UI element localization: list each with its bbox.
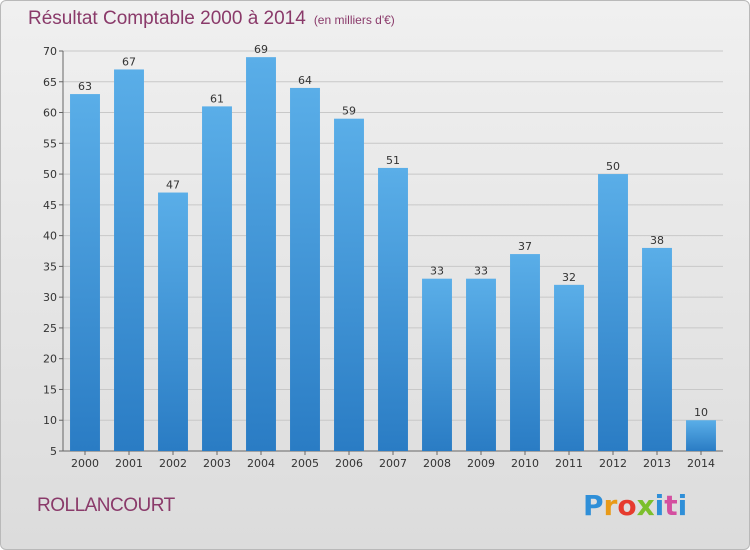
- data-label: 33: [430, 265, 444, 278]
- bar: [70, 94, 100, 452]
- x-tick-label: 2014: [687, 457, 715, 470]
- bar: [510, 254, 540, 451]
- bar: [246, 57, 276, 452]
- bar: [158, 192, 188, 452]
- bar: [202, 106, 232, 451]
- bar: [114, 69, 144, 451]
- y-tick-label: 15: [43, 383, 57, 396]
- x-tick-label: 2007: [379, 457, 407, 470]
- y-tick-label: 10: [43, 414, 57, 427]
- data-label: 10: [694, 406, 708, 419]
- bar: [686, 420, 716, 451]
- x-tick-label: 2011: [555, 457, 583, 470]
- logo-letter: i: [677, 489, 688, 522]
- x-tick-label: 2010: [511, 457, 539, 470]
- x-tick-label: 2009: [467, 457, 495, 470]
- x-tick-label: 2013: [643, 457, 671, 470]
- y-tick-label: 60: [43, 107, 57, 120]
- y-tick-label: 40: [43, 230, 57, 243]
- x-tick-label: 2005: [291, 457, 319, 470]
- data-label: 63: [78, 80, 92, 93]
- x-tick-labels: 2000 2001 2002 2003 2004 2005 2006 2007 2008 2009…: [71, 451, 715, 470]
- data-label: 67: [122, 55, 136, 68]
- bar: [422, 278, 452, 451]
- y-tick-label: 45: [43, 199, 57, 212]
- data-label: 33: [474, 265, 488, 278]
- bar: [290, 87, 320, 451]
- chart-subtitle: (en milliers d'€): [313, 13, 395, 27]
- y-tick-label: 35: [43, 260, 57, 273]
- y-tick-label: 70: [43, 45, 57, 58]
- logo-letter: o: [617, 489, 637, 522]
- data-label: 64: [298, 74, 312, 87]
- data-label: 50: [606, 160, 620, 173]
- logo-letter: t: [664, 489, 678, 522]
- y-tick-label: 65: [43, 76, 57, 89]
- data-label: 51: [386, 154, 400, 167]
- bar: [642, 247, 672, 451]
- chart-title: Résultat Comptable 2000 à 2014 (en millie…: [28, 8, 395, 30]
- logo-letter: x: [636, 489, 655, 522]
- y-tick-label: 5: [50, 445, 57, 458]
- y-tick-label: 30: [43, 291, 57, 304]
- bar: [466, 278, 496, 451]
- bars: [70, 57, 716, 452]
- x-tick-label: 2012: [599, 457, 627, 470]
- y-tick-label: 50: [43, 168, 57, 181]
- data-label: 32: [562, 271, 576, 284]
- bar: [378, 167, 408, 451]
- y-tick-label: 55: [43, 137, 57, 150]
- data-label: 59: [342, 105, 356, 118]
- bar: [554, 284, 584, 451]
- data-label: 38: [650, 234, 664, 247]
- logo-letter: r: [603, 489, 618, 522]
- data-label: 37: [518, 240, 532, 253]
- bar: [598, 174, 628, 452]
- x-tick-label: 2002: [159, 457, 187, 470]
- y-tick-label: 20: [43, 353, 57, 366]
- x-tick-label: 2006: [335, 457, 363, 470]
- data-label: 47: [166, 179, 180, 192]
- x-tick-label: 2003: [203, 457, 231, 470]
- y-tick-labels: 5 10 15 20 25 30 35 40 45 50 55 60 65 70: [43, 45, 57, 458]
- x-tick-label: 2001: [115, 457, 143, 470]
- commune-name: ROLLANCOURT: [37, 495, 175, 516]
- y-tick-label: 25: [43, 322, 57, 335]
- logo-letter: i: [654, 489, 665, 522]
- logo-letter: P: [583, 489, 604, 522]
- data-labels: 63 67 47 61 69 64 59 51 33 33 37 32 50 38 10: [78, 43, 708, 419]
- x-tick-label: 2004: [247, 457, 275, 470]
- x-tick-label: 2008: [423, 457, 451, 470]
- chart-title-main: Résultat Comptable 2000 à 2014: [28, 8, 306, 29]
- data-label: 61: [210, 92, 224, 105]
- proxiti-logo[interactable]: Proxiti: [583, 489, 687, 522]
- x-tick-label: 2000: [71, 457, 99, 470]
- bar: [334, 118, 364, 451]
- data-label: 69: [254, 43, 268, 56]
